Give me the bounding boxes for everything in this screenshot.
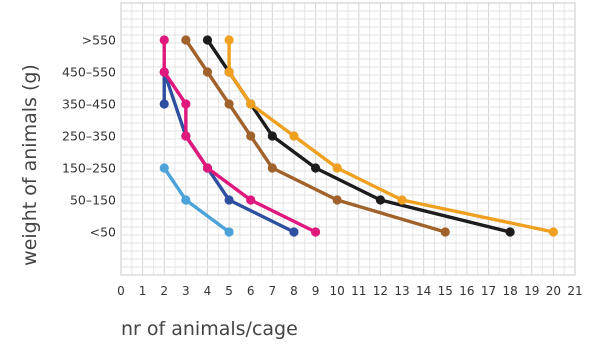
x-tick-label: 12 <box>373 284 388 298</box>
data-point <box>548 227 558 237</box>
y-tick-label: 250–350 <box>62 129 116 144</box>
data-point <box>224 99 234 109</box>
series-layer <box>159 35 558 237</box>
data-point <box>181 99 191 109</box>
data-point <box>375 195 386 205</box>
x-tick-label: 18 <box>503 284 518 298</box>
x-tick-label: 5 <box>225 284 233 298</box>
data-point <box>159 163 169 173</box>
y-tick-label: >550 <box>82 33 116 48</box>
data-point <box>310 227 321 237</box>
data-point <box>202 163 213 173</box>
data-point <box>440 227 450 237</box>
x-tick-label: 4 <box>204 284 212 298</box>
series-6 <box>224 35 558 237</box>
y-tick-label: 150–250 <box>62 161 116 176</box>
x-tick-label: 8 <box>290 284 298 298</box>
x-tick-label: 21 <box>567 284 582 298</box>
data-point <box>181 131 191 141</box>
y-tick-label: 50–150 <box>70 193 116 208</box>
data-point <box>181 195 191 205</box>
data-point <box>224 67 234 77</box>
data-point <box>224 227 234 237</box>
data-point <box>267 163 277 173</box>
data-point <box>246 131 256 141</box>
x-tick-label: 11 <box>351 284 366 298</box>
data-point <box>224 35 234 45</box>
y-tick-label: <50 <box>90 225 116 240</box>
series-4 <box>181 35 450 237</box>
data-point <box>246 195 256 205</box>
x-tick-label: 1 <box>139 284 147 298</box>
data-point <box>289 131 299 141</box>
x-tick-label: 20 <box>546 284 561 298</box>
data-point <box>202 35 213 45</box>
x-tick-label: 16 <box>459 284 474 298</box>
x-tick-label: 19 <box>524 284 539 298</box>
y-tick-label: 450–550 <box>62 65 116 80</box>
y-tick-label: 350–450 <box>62 97 116 112</box>
data-point <box>289 227 299 237</box>
data-point <box>397 195 407 205</box>
data-point <box>332 163 342 173</box>
data-point <box>159 99 169 109</box>
x-tick-label: 15 <box>438 284 453 298</box>
data-point <box>181 35 191 45</box>
x-tick-label: 0 <box>117 284 125 298</box>
x-tick-label: 6 <box>247 284 255 298</box>
data-point <box>159 35 169 45</box>
x-tick-labels: 0 1 2 3 4 5 6 7 8 9 10 11 12 13 14 15 16 17 18 19 20 21 <box>117 284 582 298</box>
series-3 <box>159 35 321 237</box>
x-tick-label: 13 <box>394 284 409 298</box>
data-point <box>267 131 277 141</box>
plot-frame <box>120 2 576 276</box>
data-point <box>505 227 515 237</box>
series-1 <box>159 163 234 237</box>
data-point <box>332 195 342 205</box>
data-point <box>310 163 321 173</box>
x-tick-label: 3 <box>182 284 190 298</box>
x-tick-label: 7 <box>269 284 277 298</box>
x-axis-title: nr of animals/cage <box>121 318 298 340</box>
x-tick-label: 14 <box>416 284 431 298</box>
data-point <box>246 99 256 109</box>
x-tick-label: 9 <box>312 284 320 298</box>
y-tick-labels: <50 50–150 150–250 250–350 350–450 450–550 >55… <box>62 33 116 240</box>
x-tick-label: 10 <box>330 284 345 298</box>
data-point <box>224 195 234 205</box>
y-axis-title: weight of animals (g) <box>19 64 41 266</box>
data-point <box>159 67 169 77</box>
data-point <box>202 67 213 77</box>
x-tick-label: 17 <box>481 284 496 298</box>
x-tick-label: 2 <box>160 284 168 298</box>
